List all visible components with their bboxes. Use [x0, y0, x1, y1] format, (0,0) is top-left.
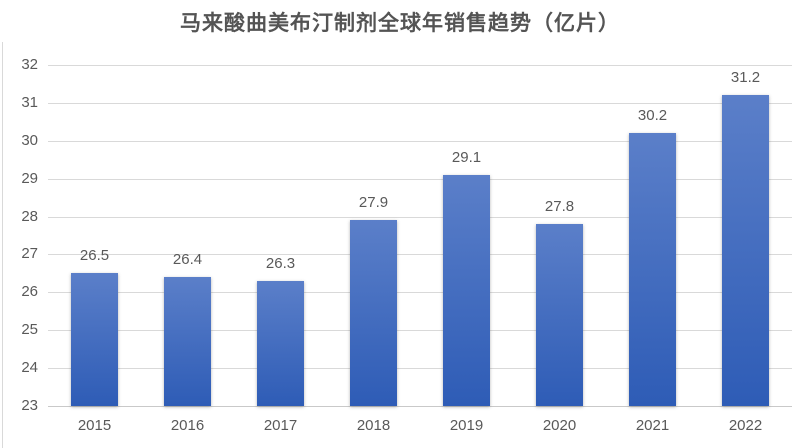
bar-value-label: 31.2 [730, 69, 761, 87]
bar-2018 [350, 220, 397, 406]
bar-value-label: 27.8 [544, 198, 575, 216]
x-axis-tick-label: 2020 [542, 417, 577, 434]
y-axis-tick-label: 26 [21, 283, 38, 301]
gridline [48, 102, 792, 104]
gridline [48, 330, 792, 332]
x-axis-tick-label: 2022 [728, 417, 763, 434]
bar-value-label: 26.5 [79, 247, 110, 265]
y-axis-tick-label: 27 [21, 245, 38, 263]
y-axis-tick-label: 28 [21, 207, 38, 225]
bar-value-label: 26.3 [265, 255, 296, 272]
gridline [48, 292, 792, 294]
y-axis-tick-label: 23 [21, 397, 38, 414]
bar-2020 [536, 224, 583, 406]
x-axis-tick-label: 2016 [170, 417, 205, 434]
x-axis-tick-label: 2015 [77, 417, 112, 434]
x-axis-tick-label: 2021 [635, 417, 670, 434]
y-axis-tick-label: 24 [21, 359, 38, 377]
y-axis-tick-label: 30 [21, 131, 38, 149]
bar-value-label: 29.1 [451, 148, 482, 166]
gridline [48, 178, 792, 180]
gridline [48, 65, 792, 66]
x-axis-baseline [48, 406, 792, 407]
gridline [48, 254, 792, 256]
y-axis-tick-label: 32 [21, 56, 38, 73]
bar-value-label: 30.2 [637, 107, 668, 125]
gridline [48, 140, 792, 142]
y-axis-tick-label: 29 [21, 169, 38, 187]
gridline [48, 368, 792, 370]
bar-2021 [629, 133, 676, 406]
x-axis-tick-label: 2017 [263, 417, 298, 434]
plot-area: 26.5 26.4 26.3 27.9 29.1 27.8 30.2 31.2 [48, 65, 792, 407]
y-axis-tick-label: 31 [21, 93, 38, 111]
bar-value-label: 26.4 [172, 251, 203, 269]
bar-2016 [164, 277, 211, 406]
gridline [48, 216, 792, 218]
chart-left-border-line [2, 42, 3, 448]
bar-2022 [722, 95, 769, 406]
x-axis-tick-label: 2019 [449, 417, 484, 434]
y-axis-tick-label: 25 [21, 321, 38, 339]
bar-2015 [71, 273, 118, 406]
bar-2019 [443, 174, 490, 406]
bar-value-label: 27.9 [358, 194, 389, 212]
bar-2017 [257, 281, 304, 406]
chart-title: 马来酸曲美布汀制剂全球年销售趋势（亿片） [180, 12, 620, 35]
x-axis-tick-label: 2018 [356, 417, 391, 434]
